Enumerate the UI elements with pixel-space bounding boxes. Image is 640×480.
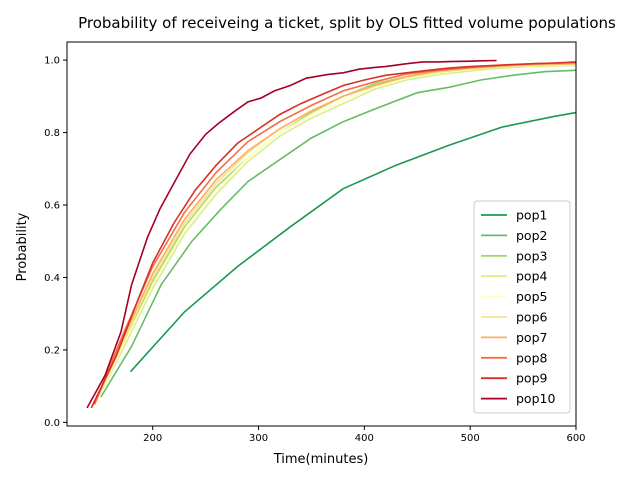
series-line-pop4 xyxy=(93,64,576,405)
legend-label-pop6: pop6 xyxy=(516,310,548,325)
legend-label-pop4: pop4 xyxy=(516,269,548,284)
series-line-pop1 xyxy=(129,111,576,373)
legend-box xyxy=(473,200,571,414)
series-line-pop9 xyxy=(90,61,576,409)
y-axis-label: Probability xyxy=(15,212,30,281)
y-tick-label: 0.6 xyxy=(44,201,60,212)
y-axis-ticks: 0.0 0.2 0.4 0.6 0.8 1.0 xyxy=(44,56,67,429)
series-line-pop10 xyxy=(86,59,497,409)
y-tick-label: 0.0 xyxy=(44,418,60,429)
series-line-pop2 xyxy=(100,69,576,398)
x-tick-label: 400 xyxy=(355,433,374,444)
x-tick-label: 600 xyxy=(566,433,585,444)
axes-frame xyxy=(66,41,577,427)
legend-label-pop8: pop8 xyxy=(516,350,548,365)
x-axis-label: Time(minutes) xyxy=(273,452,369,467)
y-tick-label: 1.0 xyxy=(44,56,60,67)
plot-lines xyxy=(86,59,576,409)
legend-label-pop9: pop9 xyxy=(516,371,548,386)
x-tick-label: 500 xyxy=(461,433,480,444)
chart-title: Probability of receiveing a ticket, spli… xyxy=(78,14,616,32)
y-tick-label: 0.2 xyxy=(44,345,60,356)
legend-label-pop2: pop2 xyxy=(516,228,547,243)
legend: pop1 pop2 pop3 pop4 pop5 pop6 pop7 pop8 pop9 pop1… xyxy=(473,200,571,414)
y-tick-label: 0.4 xyxy=(44,273,60,284)
legend-label-pop3: pop3 xyxy=(516,248,547,263)
legend-label-pop5: pop5 xyxy=(516,289,547,304)
legend-label-pop1: pop1 xyxy=(516,208,547,223)
legend-label-pop10: pop10 xyxy=(516,391,555,406)
y-tick-label: 0.8 xyxy=(44,128,60,139)
x-tick-label: 300 xyxy=(249,433,268,444)
x-axis-ticks: 200 300 400 500 600 xyxy=(143,426,586,444)
x-tick-label: 200 xyxy=(143,433,162,444)
legend-label-pop7: pop7 xyxy=(516,330,547,345)
